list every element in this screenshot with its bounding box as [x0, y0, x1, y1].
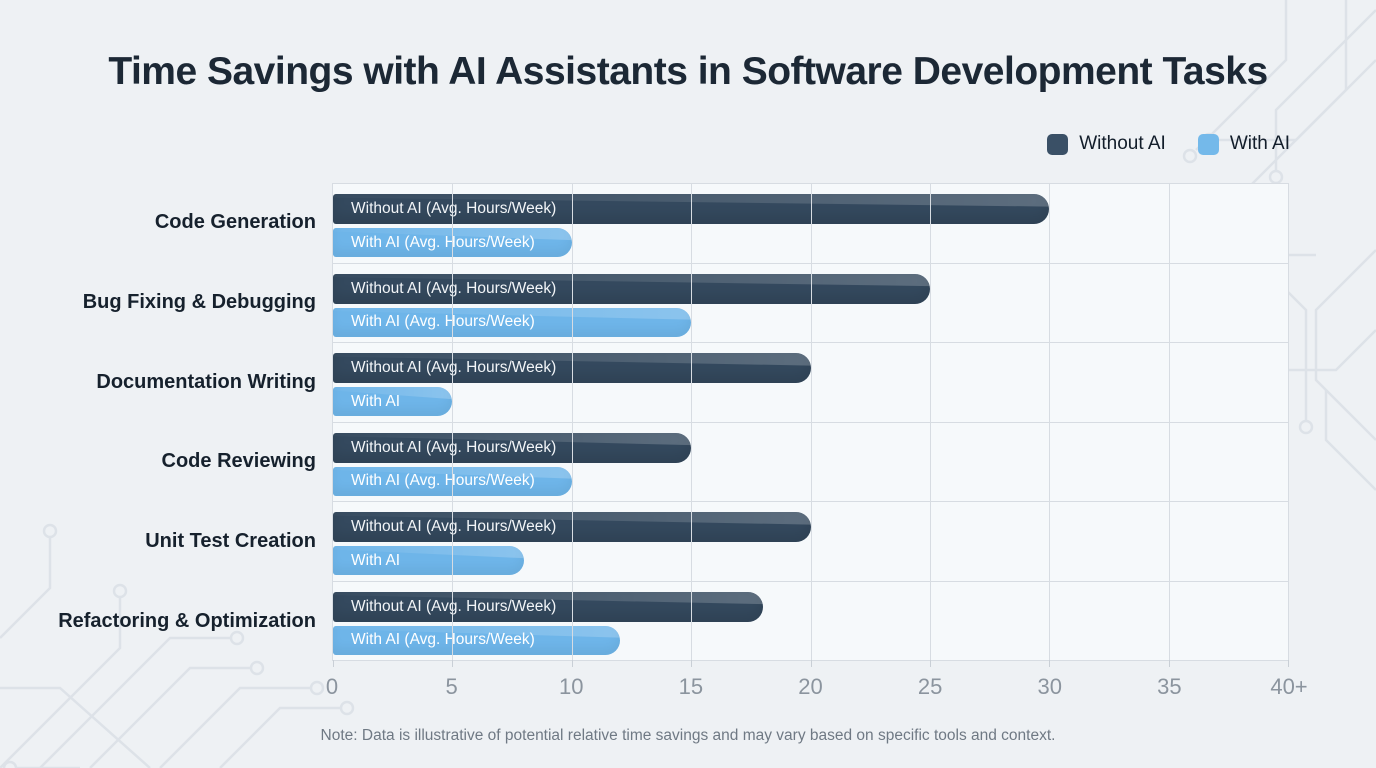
bar-label: With AI: [351, 551, 401, 569]
category-label: Code Generation: [154, 211, 316, 234]
bar-label: Without AI (Avg. Hours/Week): [351, 279, 557, 297]
category-label: Bug Fixing & Debugging: [82, 291, 316, 313]
bar-label: With AI (Avg. Hours/Week): [351, 472, 535, 489]
gridline: [929, 184, 931, 660]
bar-without-ai: Without AI (Avg. Hours/Week): [333, 273, 930, 304]
x-tick-label: 15: [678, 674, 704, 699]
tick-mark: [929, 660, 931, 667]
bar-label: With AI (Avg. Hours/Week): [351, 631, 535, 648]
x-tick-label: 20: [798, 674, 823, 699]
bar-without-ai: Without AI (Avg. Hours/Week): [333, 432, 692, 463]
tick-mark: [452, 660, 454, 667]
category-label: Code Reviewing: [161, 450, 316, 473]
bar-with-ai: With AI (Avg. Hours/Week): [333, 625, 620, 655]
gridline: [691, 184, 693, 660]
tick-mark: [1288, 660, 1289, 667]
tick-mark: [1168, 660, 1170, 667]
gridline: [452, 184, 454, 660]
legend: Without AI With AI: [1047, 133, 1290, 155]
bar-label: Without AI (Avg. Hours/Week): [351, 438, 557, 456]
legend-swatch-with-ai: [1197, 133, 1219, 155]
bar-with-ai: With AI (Avg. Hours/Week): [333, 307, 692, 337]
bar-with-ai: With AI: [333, 387, 453, 416]
x-tick-label: 25: [917, 674, 943, 699]
footnote: Note: Data is illustrative of potential …: [320, 727, 1056, 744]
gridline: [1049, 184, 1051, 660]
x-tick-label: 30: [1037, 674, 1062, 699]
x-axis: 0 5 10 15 20 25 30 35 40+: [326, 674, 1308, 704]
legend-label: With AI: [1229, 133, 1290, 154]
chart-title: Time Savings with AI Assistants in Softw…: [108, 50, 1268, 93]
gridline: [571, 184, 573, 660]
bar-label: Without AI (Avg. Hours/Week): [351, 200, 557, 217]
legend-item-with-ai: With AI: [1197, 133, 1290, 155]
bar-label: Without AI (Avg. Hours/Week): [351, 359, 557, 376]
x-tick-label: 10: [559, 674, 584, 699]
bar-with-ai: With AI: [333, 546, 524, 575]
category-label: Documentation Writing: [96, 370, 316, 393]
bar-label: With AI: [351, 392, 401, 410]
legend-item-without-ai: Without AI: [1047, 133, 1166, 155]
bar-label: Without AI (Avg. Hours/Week): [351, 518, 557, 535]
x-tick-label: 35: [1157, 674, 1182, 699]
tick-mark: [1049, 660, 1051, 667]
category-label: Refactoring & Optimization: [58, 609, 316, 632]
plot-area: Without AI (Avg. Hours/Week) With AI (Avg…: [332, 183, 1289, 667]
x-tick-label: 40+: [1270, 674, 1308, 699]
tick-mark: [810, 660, 812, 667]
tick-mark: [691, 660, 693, 667]
tick-mark: [571, 660, 573, 667]
legend-swatch-without-ai: [1047, 133, 1069, 155]
gridline: [1168, 184, 1170, 660]
bar-without-ai: Without AI (Avg. Hours/Week): [333, 591, 763, 622]
x-tick-label: 5: [445, 674, 458, 699]
bar-label: With AI (Avg. Hours/Week): [351, 233, 535, 251]
gridline: [810, 184, 812, 660]
tick-mark: [333, 660, 334, 667]
bar-label: With AI (Avg. Hours/Week): [351, 313, 535, 330]
category-labels: Code Generation Bug Fixing & Debugging Doc…: [0, 183, 316, 661]
category-label: Unit Test Creation: [145, 530, 316, 553]
bar-label: Without AI (Avg. Hours/Week): [351, 597, 557, 615]
x-tick-label: 0: [325, 674, 339, 699]
legend-label: Without AI: [1079, 133, 1166, 154]
